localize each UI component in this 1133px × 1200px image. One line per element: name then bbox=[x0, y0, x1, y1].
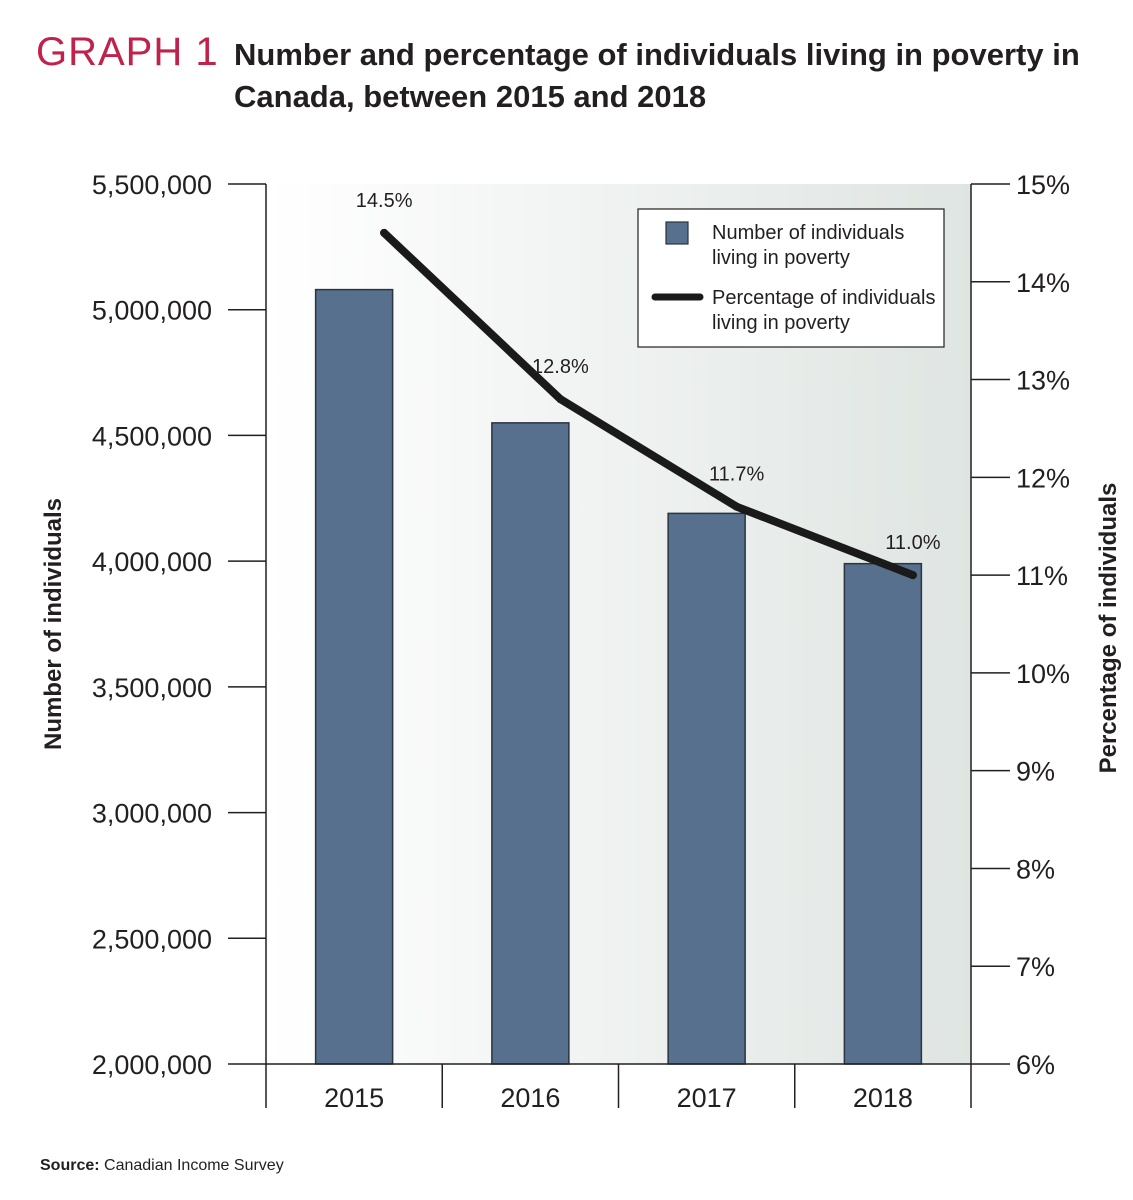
x-tick-label: 2018 bbox=[853, 1083, 913, 1113]
y-tick-label-right: 15% bbox=[1016, 170, 1070, 200]
line-layer bbox=[380, 228, 917, 580]
line-point-2018 bbox=[908, 571, 917, 580]
line-point-2015 bbox=[380, 228, 389, 237]
y-tick-label-left: 4,500,000 bbox=[92, 421, 212, 451]
legend-label-bar-line1: Number of individuals bbox=[712, 222, 904, 244]
y-tick-label-left: 3,000,000 bbox=[92, 799, 212, 829]
x-tick-label: 2016 bbox=[500, 1083, 560, 1113]
x-tick-label: 2017 bbox=[677, 1083, 737, 1113]
source-text: Canadian Income Survey bbox=[104, 1157, 284, 1174]
y-tick-label-right: 6% bbox=[1016, 1050, 1055, 1080]
bar-2015 bbox=[314, 288, 394, 1065]
y-axis-title-right: Percentage of individuals bbox=[1095, 483, 1122, 774]
y-axis-title-left: Number of individuals bbox=[40, 498, 67, 750]
y-tick-label-right: 8% bbox=[1016, 854, 1055, 884]
labels-layer: 2,000,000 2,500,000 3,000,000 3,500,000 4,00… bbox=[40, 170, 1122, 1113]
source-note: Source: Canadian Income Survey bbox=[40, 1157, 284, 1175]
y-tick-label-left: 5,500,000 bbox=[92, 170, 212, 200]
bar-2017 bbox=[667, 512, 746, 1065]
legend-box bbox=[637, 208, 945, 348]
chart-title: Number and percentage of individuals liv… bbox=[234, 37, 1080, 114]
data-label-2018: 11.0% bbox=[885, 532, 940, 554]
data-label-2016: 12.8% bbox=[532, 356, 589, 378]
y-tick-label-right: 12% bbox=[1016, 463, 1070, 493]
data-label-2017: 11.7% bbox=[709, 464, 764, 486]
y-tick-label-right: 13% bbox=[1016, 366, 1070, 396]
y-tick-label-left: 2,500,000 bbox=[92, 924, 212, 954]
x-tick-label: 2015 bbox=[324, 1083, 384, 1113]
bar-2018 bbox=[843, 562, 923, 1065]
legend-label-line-line1: Percentage of individuals bbox=[712, 287, 935, 309]
line-point-2016 bbox=[556, 395, 565, 404]
y-tick-label-left: 4,000,000 bbox=[92, 547, 212, 577]
legend-swatch-bar bbox=[665, 221, 689, 245]
bar-2016 bbox=[491, 422, 570, 1065]
y-tick-label-right: 7% bbox=[1016, 952, 1055, 982]
y-tick-label-right: 11% bbox=[1016, 561, 1068, 591]
bars-layer bbox=[314, 288, 923, 1065]
data-label-2015: 14.5% bbox=[356, 190, 413, 212]
axes-layer bbox=[228, 183, 1010, 1108]
y-tick-label-left: 3,500,000 bbox=[92, 673, 212, 703]
y-tick-label-left: 5,000,000 bbox=[92, 296, 212, 326]
y-tick-label-right: 9% bbox=[1016, 757, 1055, 787]
line-point-2017 bbox=[732, 502, 741, 511]
legend: Number of individuals living in poverty Pe… bbox=[637, 208, 945, 348]
y-tick-label-right: 14% bbox=[1016, 268, 1070, 298]
y-tick-label-right: 10% bbox=[1016, 659, 1070, 689]
legend-label-line-line2: living in poverty bbox=[712, 312, 850, 334]
percentage-line bbox=[380, 228, 917, 580]
source-label: Source: bbox=[40, 1157, 100, 1174]
y-tick-label-left: 2,000,000 bbox=[92, 1050, 212, 1080]
graph-label: GRAPH 1 bbox=[36, 30, 219, 74]
legend-label-bar-line2: living in poverty bbox=[712, 247, 850, 269]
